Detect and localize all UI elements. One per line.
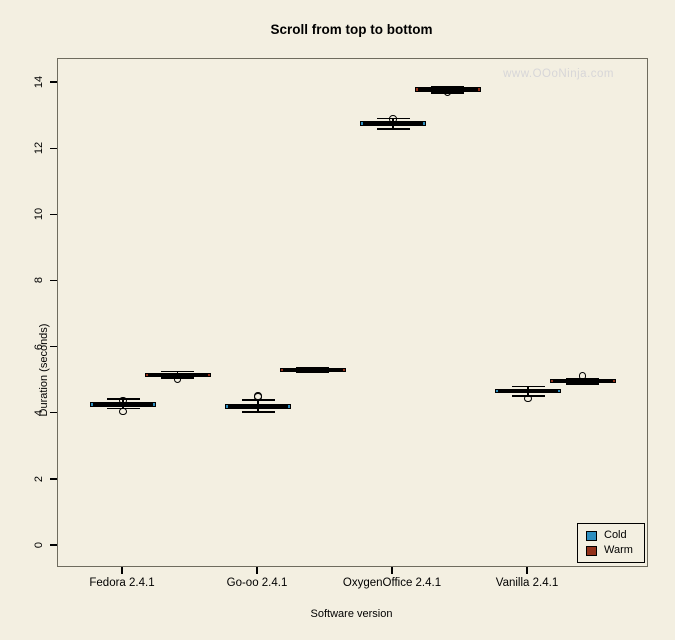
- median-line: [363, 121, 423, 126]
- outlier-point: [389, 115, 397, 123]
- x-tick-label: Vanilla 2.4.1: [495, 577, 559, 589]
- whisker-cap-high: [431, 85, 464, 88]
- outlier-point: [254, 392, 262, 400]
- x-tick-mark: [121, 566, 123, 574]
- legend-swatch: [586, 530, 597, 541]
- legend: Cold Warm: [577, 523, 645, 563]
- x-tick-mark: [391, 566, 393, 574]
- outlier-point: [443, 88, 452, 97]
- y-tick-mark: [50, 412, 57, 414]
- outlier-point: [119, 407, 127, 416]
- outlier-point: [173, 375, 182, 383]
- y-tick-label: 10: [33, 208, 45, 221]
- y-tick-mark: [50, 147, 57, 149]
- chart-title: Scroll from top to bottom: [270, 22, 433, 37]
- y-tick-mark: [50, 544, 57, 546]
- x-tick-label: Go-oo 2.4.1: [226, 577, 288, 589]
- median-line: [498, 388, 558, 394]
- whisker-cap-high: [296, 366, 329, 369]
- y-tick-label: 0: [33, 541, 45, 549]
- y-tick-label: 12: [33, 142, 45, 155]
- whisker-cap-low: [566, 383, 599, 385]
- y-axis-label: Duration (seconds): [38, 323, 50, 417]
- outlier-point: [524, 394, 532, 403]
- median-line: [552, 378, 613, 384]
- x-tick-mark: [526, 566, 528, 574]
- whisker-cap-low: [376, 128, 410, 130]
- legend-swatch: [586, 545, 597, 556]
- x-tick-mark: [256, 566, 258, 574]
- whisker-cap-high: [511, 386, 545, 388]
- y-tick-mark: [50, 213, 57, 216]
- y-tick-label: 2: [33, 475, 45, 482]
- legend-item: Cold: [586, 530, 644, 541]
- outlier-point: [119, 396, 127, 405]
- y-tick-mark: [50, 478, 57, 480]
- legend-label: Warm: [604, 544, 633, 556]
- y-tick-mark: [50, 81, 57, 83]
- x-tick-label: Fedora 2.4.1: [89, 577, 155, 589]
- x-axis-label: Software version: [310, 608, 393, 620]
- median-line: [282, 367, 343, 373]
- legend-label: Cold: [604, 529, 627, 541]
- whisker-cap-low: [241, 411, 275, 413]
- outlier-point: [578, 372, 587, 380]
- y-tick-label: 8: [33, 277, 45, 284]
- y-tick-mark: [50, 279, 57, 282]
- y-tick-mark: [50, 346, 57, 348]
- median-line: [228, 404, 288, 409]
- legend-item: Warm: [586, 545, 644, 556]
- whisker-cap-low: [296, 372, 329, 374]
- median-line: [93, 402, 153, 408]
- whisker-cap-high: [161, 370, 194, 373]
- x-tick-label: OxygenOffice 2.4.1: [342, 577, 442, 589]
- watermark: www.OOoNinja.com: [503, 68, 614, 80]
- median-line: [147, 372, 208, 378]
- boxplot-layer: [58, 59, 647, 566]
- y-tick-label: 14: [33, 75, 45, 89]
- plot-area: www.OOoNinja.com Cold Warm Duration (seco…: [38, 58, 648, 567]
